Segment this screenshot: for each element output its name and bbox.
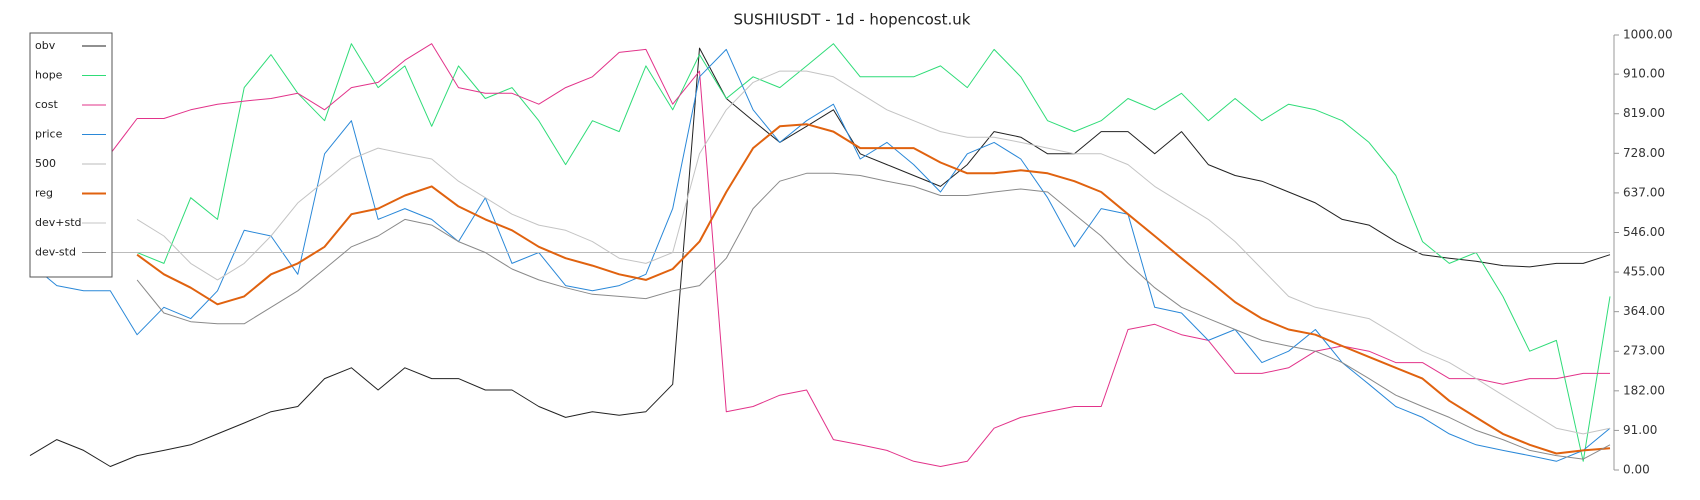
legend-label: dev-std <box>35 246 76 259</box>
y-tick-label: 455.00 <box>1623 265 1665 279</box>
y-tick-label: 0.00 <box>1623 463 1650 477</box>
series-line <box>136 172 1611 460</box>
legend-label: reg <box>35 187 53 200</box>
legend-label: dev+std <box>35 216 82 229</box>
y-tick-label: 273.00 <box>1623 344 1665 358</box>
y-tick-label: 637.00 <box>1623 185 1665 199</box>
legend: obv hope cost price 500 reg dev+std dev-std <box>29 32 113 278</box>
legend-label: 500 <box>35 157 56 170</box>
y-tick-label: 91.00 <box>1623 423 1657 437</box>
series-line <box>29 48 1611 462</box>
y-tick-label: 910.00 <box>1623 67 1665 81</box>
legend-label: obv <box>35 39 56 52</box>
plot-area: 0.00 91.00 182.00 273.00 364.00 455.00 546.00 6… <box>29 28 1673 477</box>
legend-label: cost <box>35 98 59 111</box>
y-tick-label: 819.00 <box>1623 106 1665 120</box>
series-line <box>136 43 1611 462</box>
y-tick-label: 546.00 <box>1623 225 1665 239</box>
legend-label: price <box>35 128 63 141</box>
legend-box <box>29 32 113 278</box>
legend-label: hope <box>35 69 63 82</box>
series-line <box>29 47 1611 467</box>
series-line <box>136 70 1611 435</box>
chart-title: SUSHIUSDT - 1d - hopencost.uk <box>734 11 971 29</box>
series-line <box>136 123 1611 455</box>
y-tick-label: 182.00 <box>1623 383 1665 397</box>
y-tick-label: 1000.00 <box>1623 28 1673 42</box>
y-tick-label: 728.00 <box>1623 146 1665 160</box>
series-line <box>109 43 1610 467</box>
y-tick-label: 364.00 <box>1623 304 1665 318</box>
